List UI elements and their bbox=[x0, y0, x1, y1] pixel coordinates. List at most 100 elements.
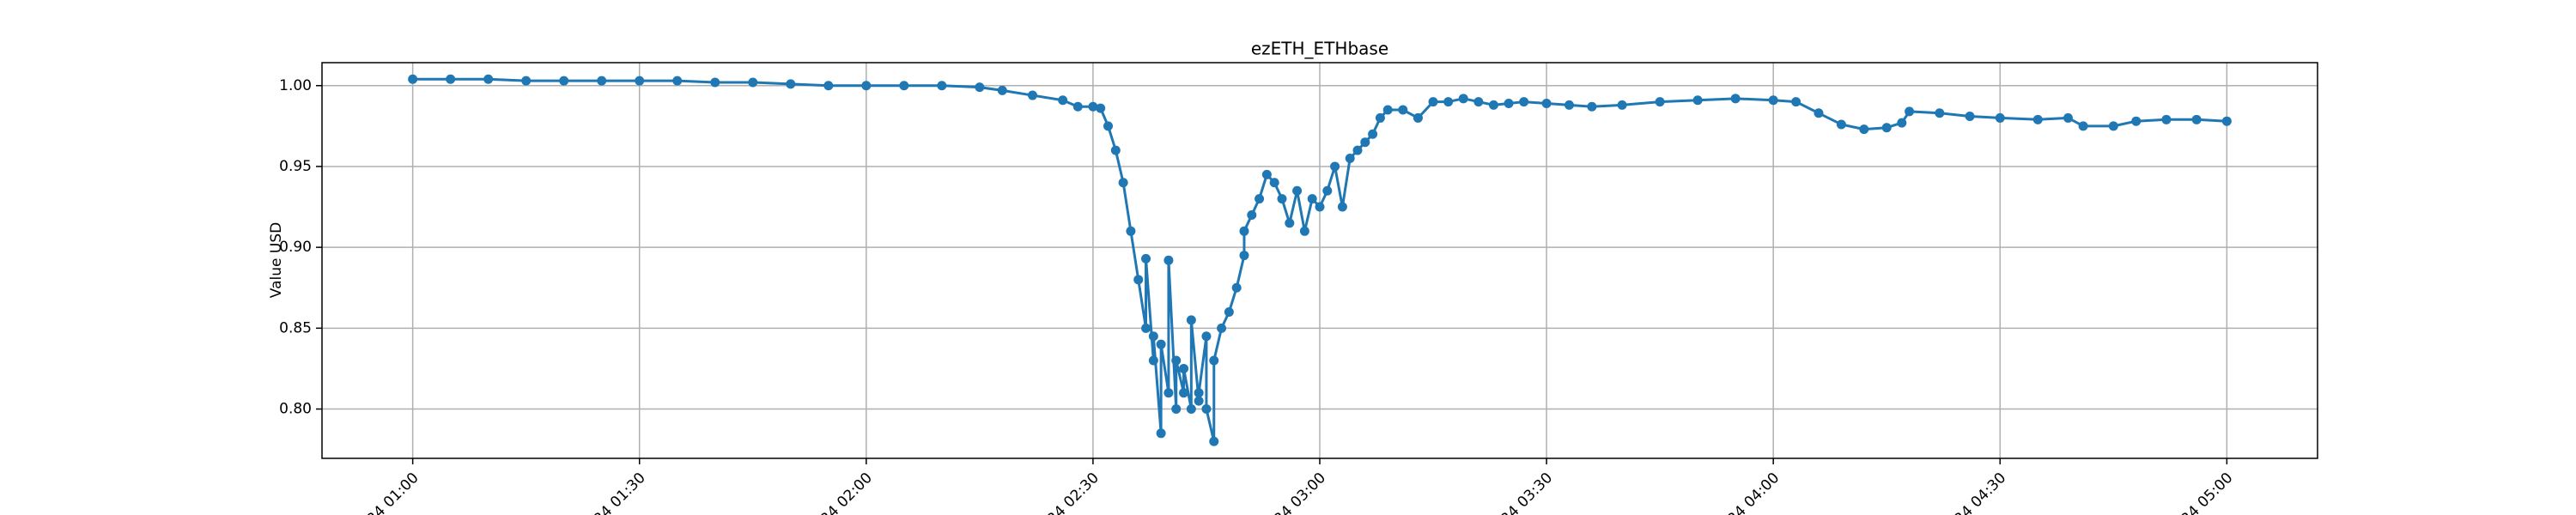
data-point bbox=[1277, 194, 1287, 204]
data-point bbox=[1322, 185, 1333, 196]
data-point bbox=[1617, 100, 1627, 110]
data-point bbox=[1836, 119, 1846, 130]
data-point bbox=[1655, 97, 1665, 107]
data-point bbox=[1859, 124, 1869, 135]
data-line bbox=[412, 77, 2227, 443]
data-point bbox=[1239, 226, 1249, 236]
data-point bbox=[1768, 95, 1778, 106]
x-tick-label: 24 01:00 bbox=[364, 470, 422, 515]
data-point bbox=[1118, 178, 1128, 188]
data-point bbox=[1126, 226, 1136, 236]
data-point bbox=[1171, 404, 1182, 415]
data-point bbox=[1239, 251, 1249, 261]
data-point bbox=[2108, 121, 2118, 131]
data-point bbox=[1375, 112, 1385, 123]
data-point bbox=[1186, 404, 1196, 415]
data-point bbox=[1141, 323, 1151, 333]
data-point bbox=[597, 76, 607, 86]
data-point bbox=[937, 81, 947, 91]
data-point bbox=[1541, 98, 1552, 108]
data-point bbox=[1458, 94, 1468, 104]
data-point bbox=[1285, 218, 1295, 228]
data-point bbox=[1141, 253, 1151, 264]
data-point bbox=[559, 76, 569, 86]
data-point bbox=[1072, 101, 1083, 112]
data-point bbox=[635, 76, 645, 86]
data-point bbox=[1398, 105, 1408, 115]
data-point bbox=[1360, 137, 1370, 148]
data-point bbox=[1163, 255, 1174, 265]
data-point bbox=[1443, 97, 1454, 107]
data-point bbox=[1194, 388, 1204, 398]
data-point bbox=[1058, 95, 1068, 106]
plot-frame bbox=[321, 62, 2318, 459]
data-point bbox=[1730, 94, 1741, 104]
x-tick-label: 24 02:30 bbox=[1044, 470, 1103, 515]
data-point bbox=[1897, 118, 1907, 128]
data-point bbox=[483, 74, 494, 84]
data-point bbox=[2063, 112, 2073, 123]
data-point bbox=[521, 76, 532, 86]
data-point bbox=[1088, 101, 1098, 112]
data-point bbox=[1217, 323, 1227, 333]
data-point bbox=[861, 81, 872, 91]
data-point bbox=[1382, 105, 1393, 115]
data-point bbox=[2131, 116, 2142, 126]
data-point bbox=[1103, 121, 1114, 131]
data-point bbox=[1209, 355, 1219, 366]
data-point bbox=[710, 77, 720, 88]
data-point bbox=[1935, 108, 1945, 118]
data-point bbox=[1171, 355, 1182, 366]
data-point bbox=[1352, 145, 1363, 155]
data-point bbox=[1201, 404, 1212, 415]
data-point bbox=[1292, 185, 1303, 196]
data-point bbox=[1247, 209, 1257, 220]
data-point bbox=[1814, 108, 1824, 118]
data-point bbox=[1965, 112, 1975, 122]
data-point bbox=[1473, 97, 1484, 107]
data-point bbox=[997, 85, 1007, 95]
data-point bbox=[1519, 97, 1529, 107]
data-point bbox=[1337, 202, 1347, 212]
data-point bbox=[1194, 396, 1204, 406]
data-point bbox=[1224, 307, 1234, 318]
data-point bbox=[1905, 106, 1915, 117]
data-point bbox=[672, 76, 683, 86]
data-point bbox=[1186, 315, 1196, 325]
y-tick-label: 1.00 bbox=[279, 77, 312, 94]
y-tick-label: 0.95 bbox=[279, 158, 312, 175]
data-point bbox=[1156, 339, 1166, 349]
data-point bbox=[1027, 90, 1037, 100]
data-point bbox=[975, 82, 985, 93]
x-tick-label: 24 04:30 bbox=[1951, 470, 2009, 515]
y-tick-label: 0.90 bbox=[279, 239, 312, 256]
data-point bbox=[823, 81, 834, 91]
data-point bbox=[1201, 331, 1212, 342]
data-point bbox=[1179, 363, 1189, 373]
data-point bbox=[2161, 114, 2172, 124]
data-point bbox=[1110, 145, 1121, 155]
y-tick-label: 0.85 bbox=[279, 319, 312, 336]
x-tick-label: 24 03:00 bbox=[1271, 470, 1329, 515]
data-point bbox=[1315, 202, 1325, 212]
data-point bbox=[1163, 388, 1174, 398]
y-axis-label: Value USD bbox=[268, 222, 285, 298]
data-point bbox=[1368, 129, 1378, 139]
data-point bbox=[748, 77, 758, 88]
data-point bbox=[1564, 100, 1574, 110]
data-point bbox=[1330, 161, 1340, 172]
data-point bbox=[1148, 355, 1158, 366]
data-point bbox=[1148, 331, 1158, 342]
data-point bbox=[1791, 97, 1801, 107]
data-point bbox=[1587, 101, 1597, 112]
data-point bbox=[2032, 114, 2043, 124]
x-tick-label: 24 02:00 bbox=[817, 470, 876, 515]
data-point bbox=[1299, 226, 1309, 236]
data-point bbox=[1133, 275, 1144, 285]
data-point bbox=[1881, 123, 1892, 133]
data-point bbox=[1428, 97, 1438, 107]
data-point bbox=[1096, 103, 1106, 113]
data-point bbox=[1261, 169, 1272, 179]
